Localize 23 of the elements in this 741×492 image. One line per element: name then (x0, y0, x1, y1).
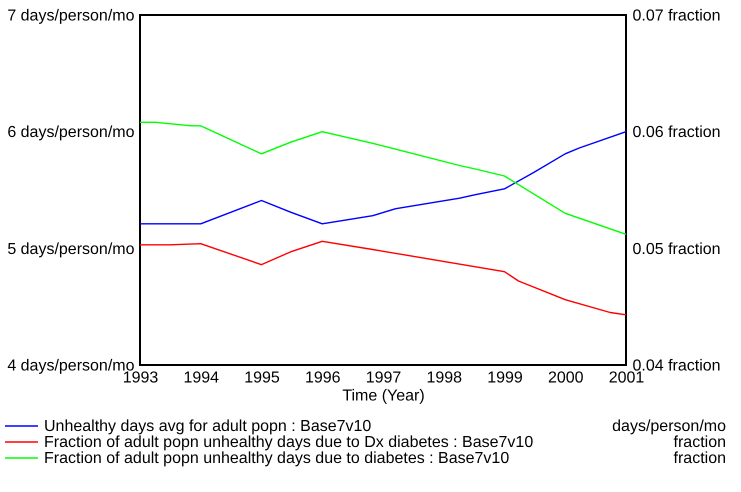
y-tick-label: 6 days/person/mo (7, 124, 135, 142)
legend-label: Unhealthy days avg for adult popn : Base7v10 (44, 418, 372, 435)
legend-label: Fraction of adult popn unhealthy days due to Dx diabetes : Base7v10 (44, 434, 534, 451)
legend-label: Fraction of adult popn unhealthy days due to diabetes : Base7v10 (44, 450, 510, 467)
x-axis-title: Time (Year) (342, 388, 425, 404)
x-tick-label: 1999 (487, 370, 523, 386)
line-series (139, 122, 627, 236)
text: days/person/mo (612, 418, 726, 435)
line-series (139, 240, 627, 316)
x-tick-label: 2000 (548, 370, 584, 386)
y2-tick-label: 0.06 fraction (632, 124, 721, 142)
y-tick-label: 5 days/person/mo (7, 240, 135, 258)
y2-tick-label: 0.07 fraction (632, 8, 721, 24)
line-series (139, 130, 627, 225)
x-tick-label: 1997 (366, 370, 402, 386)
x-tick-label: 1994 (183, 370, 220, 386)
text: fraction (674, 450, 726, 467)
x-tick-label: 1998 (426, 370, 462, 386)
x-tick-label: 1996 (304, 370, 341, 386)
y2-tick-label: 0.05 fraction (632, 240, 721, 258)
y-tick-label: 7 days/person/mo (7, 8, 135, 24)
text: fraction (674, 434, 726, 451)
x-tick-label: 1995 (244, 370, 280, 386)
